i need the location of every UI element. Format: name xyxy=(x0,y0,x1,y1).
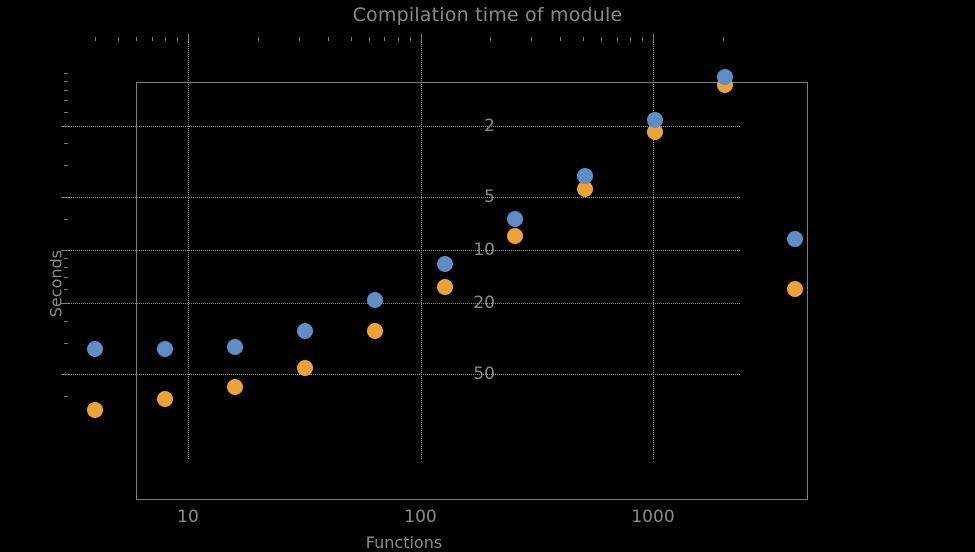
x-axis-tick xyxy=(188,34,189,41)
y-tick-label: 2 xyxy=(484,116,495,136)
y-axis-tick xyxy=(61,250,68,251)
x-axis-tick xyxy=(420,34,422,41)
y-tick-label: 50 xyxy=(473,364,495,384)
gridline-vertical xyxy=(420,41,422,459)
y-axis-title: Seconds xyxy=(46,250,66,318)
x-axis-minor-tick xyxy=(601,36,603,41)
y-axis-tick xyxy=(61,374,68,375)
y-axis-minor-tick xyxy=(63,111,68,113)
x-axis-minor-tick xyxy=(327,36,329,41)
x-axis-minor-tick xyxy=(397,36,399,41)
gridline-horizontal xyxy=(68,126,740,127)
plot-frame xyxy=(136,82,808,500)
data-point xyxy=(787,281,804,298)
data-point xyxy=(297,360,314,377)
y-axis-minor-tick xyxy=(63,277,68,279)
y-tick-label: 20 xyxy=(473,293,495,314)
x-axis-minor-tick xyxy=(642,36,644,41)
data-point xyxy=(507,210,524,227)
x-axis-minor-tick xyxy=(165,36,167,41)
x-axis-minor-tick xyxy=(531,36,533,41)
x-axis-tick xyxy=(653,34,654,41)
y-axis-minor-tick xyxy=(63,289,68,291)
x-axis-minor-tick xyxy=(616,36,618,41)
data-point xyxy=(717,68,734,85)
y-axis-minor-tick xyxy=(63,320,68,322)
data-point xyxy=(87,341,104,358)
x-axis-minor-tick xyxy=(298,36,300,41)
x-tick-label: 10 xyxy=(177,507,199,527)
data-point xyxy=(367,292,384,309)
y-axis-minor-tick xyxy=(63,396,68,398)
gridline-horizontal xyxy=(68,196,740,198)
data-point xyxy=(227,378,244,395)
x-axis-minor-tick xyxy=(560,36,562,41)
y-axis-minor-tick xyxy=(63,258,68,260)
data-point xyxy=(437,256,454,273)
y-axis-minor-tick xyxy=(63,143,68,145)
y-tick-label: 10 xyxy=(473,240,495,260)
y-axis-tick xyxy=(61,196,68,198)
y-axis-minor-tick xyxy=(63,165,68,167)
x-axis-minor-tick xyxy=(490,36,492,41)
x-tick-label: 1000 xyxy=(631,507,675,527)
x-axis-minor-tick xyxy=(257,36,259,41)
x-axis-minor-tick xyxy=(118,36,119,41)
data-point xyxy=(297,322,314,339)
x-axis-minor-tick xyxy=(409,36,411,41)
x-tick-label: 100 xyxy=(404,507,437,527)
y-axis-minor-tick xyxy=(63,72,68,74)
chart-canvas: Compilation time of module 50 20 10 5 2 10 10… xyxy=(46,4,808,552)
x-axis-minor-tick xyxy=(350,36,352,41)
data-point xyxy=(787,231,804,248)
data-point xyxy=(577,181,594,198)
chart-title: Compilation time of module xyxy=(352,4,623,26)
data-point xyxy=(577,168,594,185)
data-point xyxy=(157,390,174,407)
y-axis-minor-tick xyxy=(63,100,68,102)
gridline-horizontal xyxy=(68,250,740,251)
y-axis-minor-tick xyxy=(63,342,68,344)
y-tick-label: 5 xyxy=(484,186,495,207)
y-axis-minor-tick xyxy=(63,80,68,82)
data-point xyxy=(647,112,664,129)
y-axis-minor-tick xyxy=(63,267,68,269)
x-axis-minor-tick xyxy=(136,36,138,41)
data-point xyxy=(227,338,244,355)
x-axis-minor-tick xyxy=(368,36,370,41)
x-axis-minor-tick xyxy=(583,36,584,41)
x-axis-minor-tick xyxy=(630,36,632,41)
data-point xyxy=(367,322,384,339)
data-point xyxy=(157,341,174,358)
y-axis-minor-tick xyxy=(63,89,68,91)
gridline-horizontal xyxy=(68,303,740,305)
gridline-vertical xyxy=(653,41,654,459)
x-axis-title: Functions xyxy=(365,533,443,552)
gridline-horizontal xyxy=(68,374,740,375)
gridline-vertical xyxy=(188,41,189,459)
x-axis-minor-tick xyxy=(384,36,386,41)
x-axis-minor-tick xyxy=(151,36,153,41)
data-point xyxy=(437,278,454,295)
x-axis-minor-tick xyxy=(177,36,179,41)
data-point xyxy=(647,124,664,141)
x-axis-minor-tick xyxy=(95,36,97,41)
y-axis-tick xyxy=(61,303,68,305)
plot-area: 50 20 10 5 2 10 100 1000 Seconds Functions xyxy=(47,34,808,552)
y-axis-minor-tick xyxy=(63,218,68,220)
data-point xyxy=(87,402,104,419)
y-axis-tick xyxy=(61,126,68,127)
x-axis-minor-tick xyxy=(722,36,724,41)
data-point xyxy=(507,227,524,244)
